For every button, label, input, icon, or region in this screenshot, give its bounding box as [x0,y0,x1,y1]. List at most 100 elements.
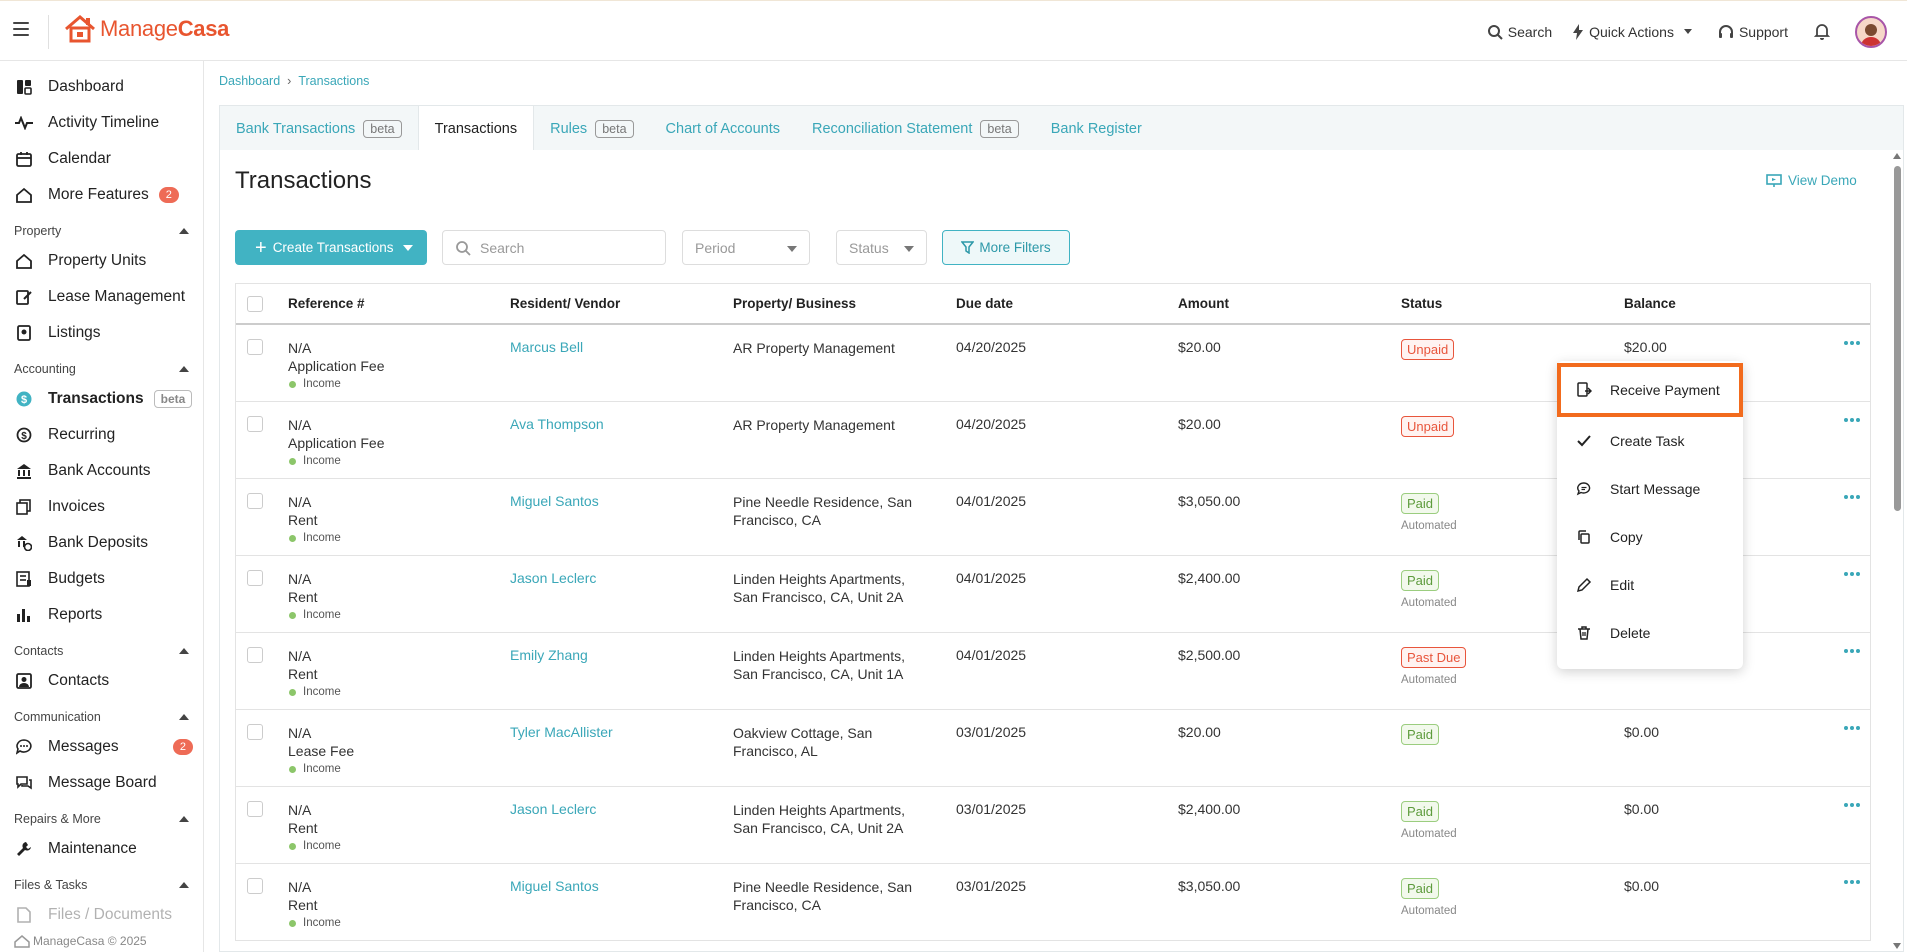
sidebar-item-more-features[interactable]: More Features 2 [0,177,203,213]
header-property-business[interactable]: Property/ Business [733,296,857,311]
row-actions-icon[interactable] [1842,341,1860,345]
view-demo-link[interactable]: View Demo [1766,173,1857,188]
resident-link[interactable]: Jason Leclerc [510,570,597,586]
sidebar-section-repairs[interactable]: Repairs & More [0,807,203,831]
tab-chart-of-accounts[interactable]: Chart of Accounts [650,106,796,151]
receive-payment-menu-item[interactable]: Receive Payment [1557,363,1743,417]
select-all-checkbox[interactable] [247,295,263,312]
menu-icon[interactable] [13,22,29,36]
scroll-up-icon[interactable] [1893,153,1901,159]
resident-link[interactable]: Tyler MacAllister [510,724,613,740]
copy-menu-item[interactable]: Copy [1557,513,1743,561]
header-due-date[interactable]: Due date [956,296,1014,311]
tab-transactions[interactable]: Transactions [417,106,535,152]
scrollbar-thumb[interactable] [1894,166,1901,511]
table-row[interactable]: N/A Application Fee Income Marcus Bell AR Pr… [236,325,1870,402]
sidebar-section-accounting[interactable]: Accounting [0,357,203,381]
resident-link[interactable]: Ava Thompson [510,416,604,432]
breadcrumb-dashboard-link[interactable]: Dashboard [219,74,281,88]
header-amount[interactable]: Amount [1178,296,1229,311]
sidebar-item-maintenance[interactable]: Maintenance [0,831,203,867]
row-actions-icon[interactable] [1842,495,1860,499]
sidebar-section-communication[interactable]: Communication [0,705,203,729]
sidebar-item-property-units[interactable]: Property Units [0,243,203,279]
tab-reconciliation-statement[interactable]: Reconciliation Statement beta [796,106,1035,151]
top-search-button[interactable]: Search [1487,24,1552,40]
amount-cell: $2,400.00 [1178,801,1241,817]
resident-link[interactable]: Emily Zhang [510,647,588,663]
row-actions-icon[interactable] [1842,726,1860,730]
logo[interactable]: ManageCasa [63,14,229,44]
sidebar-item-bank-deposits[interactable]: Bank Deposits [0,525,203,561]
tab-bank-transactions[interactable]: Bank Transactions beta [220,106,418,151]
row-actions-icon[interactable] [1842,572,1860,576]
sidebar-item-bank-accounts[interactable]: Bank Accounts [0,453,203,489]
row-actions-icon[interactable] [1842,418,1860,422]
header-status[interactable]: Status [1401,296,1443,311]
sidebar-item-files[interactable]: Files / Documents [0,897,203,933]
tab-rules[interactable]: Rules beta [534,106,649,151]
row-actions-icon[interactable] [1842,649,1860,653]
quick-actions-button[interactable]: Quick Actions [1572,23,1698,40]
row-checkbox[interactable] [247,801,263,817]
row-actions-icon[interactable] [1842,803,1860,807]
sidebar-section-files-tasks[interactable]: Files & Tasks [0,873,203,897]
menu-item-label: Create Task [1610,433,1685,449]
table-row[interactable]: N/A Rent Income Jason Leclerc Linden Heights… [236,556,1870,633]
sidebar-section-contacts[interactable]: Contacts [0,639,203,663]
row-checkbox[interactable] [247,416,263,432]
row-checkbox[interactable] [247,570,263,586]
resident-link[interactable]: Jason Leclerc [510,801,597,817]
header-balance[interactable]: Balance [1624,296,1676,311]
sidebar-item-dashboard[interactable]: Dashboard [0,69,203,105]
caret-down-icon[interactable] [403,245,413,251]
status-select[interactable]: Status [836,230,927,265]
breadcrumb-current[interactable]: Transactions [298,74,370,88]
sidebar-section-property[interactable]: Property [0,219,203,243]
sidebar-item-activity-timeline[interactable]: Activity Timeline [0,105,203,141]
table-row[interactable]: N/A Rent Income Jason Leclerc Linden Heights… [236,787,1870,864]
scroll-down-icon[interactable] [1893,943,1901,949]
create-transactions-button[interactable]: + Create Transactions [235,230,427,265]
create-task-menu-item[interactable]: Create Task [1557,417,1743,465]
period-select[interactable]: Period [682,230,810,265]
income-dot-icon [289,688,296,696]
sidebar-item-recurring[interactable]: $ Recurring [0,417,203,453]
more-filters-button[interactable]: More Filters [942,230,1070,265]
user-avatar[interactable] [1855,15,1887,48]
sidebar-item-invoices[interactable]: Invoices [0,489,203,525]
row-checkbox[interactable] [247,724,263,740]
table-row[interactable]: N/A Rent Income Miguel Santos Pine Needle Re… [236,479,1870,556]
row-actions-icon[interactable] [1842,880,1860,884]
sidebar-item-lease-management[interactable]: Lease Management [0,279,203,315]
row-checkbox[interactable] [247,878,263,894]
sidebar-item-budgets[interactable]: Budgets [0,561,203,597]
header-reference[interactable]: Reference # [288,296,365,311]
sidebar-item-calendar[interactable]: Calendar [0,141,203,177]
resident-link[interactable]: Marcus Bell [510,339,584,355]
row-checkbox[interactable] [247,339,263,355]
table-row[interactable]: N/A Lease Fee Income Tyler MacAllister Oakvi… [236,710,1870,787]
table-row[interactable]: N/A Application Fee Income Ava Thompson AR P… [236,402,1870,479]
row-checkbox[interactable] [247,493,263,509]
table-row[interactable]: N/A Rent Income Emily Zhang Linden Heights A… [236,633,1870,710]
edit-menu-item[interactable]: Edit [1557,561,1743,609]
header-resident-vendor[interactable]: Resident/ Vendor [510,296,621,311]
sidebar-item-transactions[interactable]: $ Transactions beta [0,381,203,417]
support-button[interactable]: Support [1718,24,1788,40]
delete-menu-item[interactable]: Delete [1557,609,1743,657]
resident-link[interactable]: Miguel Santos [510,878,599,894]
scrollbar[interactable] [1890,150,1904,952]
table-row[interactable]: N/A Rent Income Miguel Santos Pine Needle Re… [236,864,1870,941]
sidebar-item-messages[interactable]: Messages 2 [0,729,203,765]
sidebar-item-reports[interactable]: Reports [0,597,203,633]
sidebar-item-listings[interactable]: Listings [0,315,203,351]
tab-bank-register[interactable]: Bank Register [1035,106,1158,151]
row-checkbox[interactable] [247,647,263,663]
start-message-menu-item[interactable]: Start Message [1557,465,1743,513]
notifications-button[interactable] [1814,23,1835,40]
sidebar-item-contacts[interactable]: Contacts [0,663,203,699]
resident-link[interactable]: Miguel Santos [510,493,599,509]
search-input[interactable]: Search [442,230,666,265]
sidebar-item-message-board[interactable]: Message Board [0,765,203,801]
